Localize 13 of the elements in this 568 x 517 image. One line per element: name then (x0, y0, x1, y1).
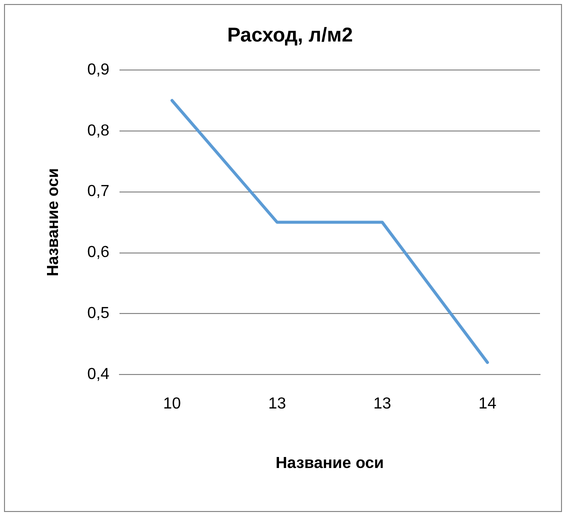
x-tick-label: 13 (268, 396, 286, 413)
y-tick-label: 0,4 (87, 366, 110, 384)
y-axis-title: Название оси (45, 168, 62, 276)
x-tick-label: 14 (478, 396, 496, 413)
x-tick-label: 13 (373, 396, 392, 413)
x-axis-title: Название оси (276, 454, 384, 472)
y-tick-label: 0,8 (87, 122, 110, 140)
y-tick-label: 0,6 (87, 244, 110, 262)
x-tick-label: 10 (163, 396, 182, 413)
y-tick-label: 0,9 (87, 61, 110, 78)
chart-title: Расход, л/м2 (227, 24, 353, 47)
y-tick-label: 0,5 (87, 305, 110, 322)
y-tick-label: 0,7 (87, 183, 110, 200)
